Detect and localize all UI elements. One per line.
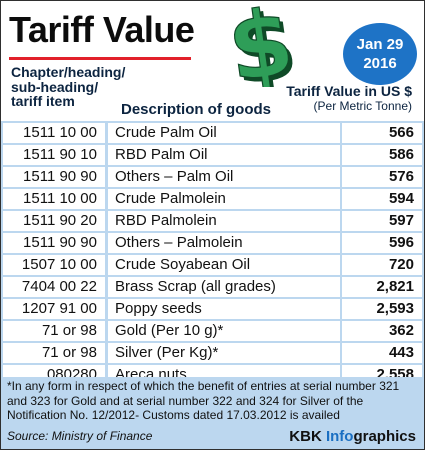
goods-description: RBD Palm Oil: [108, 145, 340, 165]
goods-description: Crude Palm Oil: [108, 123, 340, 143]
goods-description: Others – Palm Oil: [108, 167, 340, 187]
date-year: 2016: [363, 55, 397, 72]
date-badge: Jan 29 2016: [343, 23, 417, 85]
column-header-description: Description of goods: [121, 101, 271, 118]
svg-text:$: $: [222, 1, 300, 87]
tariff-value: 720: [342, 255, 422, 275]
tariff-value: 443: [342, 343, 422, 363]
table-row: 7404 00 22 Brass Scrap (all grades) 2,82…: [1, 277, 424, 297]
table-row: 1511 90 10 RBD Palm Oil 586: [1, 145, 424, 165]
table-row: 1511 10 00 Crude Palm Oil 566: [1, 123, 424, 143]
tariff-code: 1511 10 00: [3, 123, 105, 143]
goods-description: Crude Soyabean Oil: [108, 255, 340, 275]
tariff-value: 362: [342, 321, 422, 341]
tariff-value: 586: [342, 145, 422, 165]
goods-description: Gold (Per 10 g)*: [108, 321, 340, 341]
tariff-value: 597: [342, 211, 422, 231]
tariff-code: 1511 90 90: [3, 233, 105, 253]
credit-info: Info: [325, 428, 354, 445]
tariff-code: 1207 91 00: [3, 299, 105, 319]
tariff-code: 71 or 98: [3, 343, 105, 363]
goods-description: Brass Scrap (all grades): [108, 277, 340, 297]
tariff-code: 1507 10 00: [3, 255, 105, 275]
table-row: 1511 10 00 Crude Palmolein 594: [1, 189, 424, 209]
tariff-value: 2,821: [342, 277, 422, 297]
tariff-value: 594: [342, 189, 422, 209]
source-credit: Source: Ministry of Finance: [7, 429, 153, 443]
column-header-code-line3: tariff item: [11, 93, 75, 109]
goods-description: RBD Palmolein: [108, 211, 340, 231]
credit-kbk: KBK: [289, 428, 326, 445]
tariff-code: 1511 90 10: [3, 145, 105, 165]
tariff-table: 1511 10 00 Crude Palm Oil 566 1511 90 10…: [1, 121, 424, 387]
date-month-day: Jan 29: [356, 36, 404, 53]
column-header-tariff: Tariff Value in US $ (Per Metric Tonne): [286, 83, 412, 113]
tariff-code: 71 or 98: [3, 321, 105, 341]
table-row: 1511 90 90 Others – Palm Oil 576: [1, 167, 424, 187]
title-underline: [9, 57, 191, 60]
header-area: Tariff Value $ $ Jan 29 2016 Chapter/hea…: [1, 1, 424, 118]
column-header-tariff-line1: Tariff Value in US $: [286, 83, 412, 99]
table-row: 1511 90 90 Others – Palmolein 596: [1, 233, 424, 253]
credit-graphics: graphics: [353, 428, 416, 445]
tariff-code: 1511 90 20: [3, 211, 105, 231]
tariff-value: 576: [342, 167, 422, 187]
table-row: 1507 10 00 Crude Soyabean Oil 720: [1, 255, 424, 275]
tariff-value: 2,593: [342, 299, 422, 319]
tariff-value: 566: [342, 123, 422, 143]
footnote-panel: *In any form in respect of which the ben…: [1, 377, 424, 449]
page-title: Tariff Value: [9, 9, 195, 50]
footnote-text: *In any form in respect of which the ben…: [7, 379, 400, 422]
tariff-code: 1511 90 90: [3, 167, 105, 187]
table-row: 1207 91 00 Poppy seeds 2,593: [1, 299, 424, 319]
goods-description: Poppy seeds: [108, 299, 340, 319]
dollar-sign-icon: $ $: [221, 1, 304, 87]
table-row: 71 or 98 Silver (Per Kg)* 443: [1, 343, 424, 363]
svg-text:$: $: [226, 1, 304, 87]
column-header-code-line1: Chapter/heading/: [11, 64, 126, 80]
publisher-credit: KBK Infographics: [289, 428, 416, 445]
column-header-code-line2: sub-heading/: [11, 78, 99, 95]
goods-description: Others – Palmolein: [108, 233, 340, 253]
goods-description: Silver (Per Kg)*: [108, 343, 340, 363]
tariff-code: 1511 10 00: [3, 189, 105, 209]
column-header-code: Chapter/heading/ sub-heading/ tariff ite…: [11, 64, 126, 109]
table-row: 71 or 98 Gold (Per 10 g)* 362: [1, 321, 424, 341]
column-header-tariff-line2: (Per Metric Tonne): [313, 99, 412, 113]
goods-description: Crude Palmolein: [108, 189, 340, 209]
tariff-code: 7404 00 22: [3, 277, 105, 297]
table-row: 1511 90 20 RBD Palmolein 597: [1, 211, 424, 231]
tariff-value: 596: [342, 233, 422, 253]
